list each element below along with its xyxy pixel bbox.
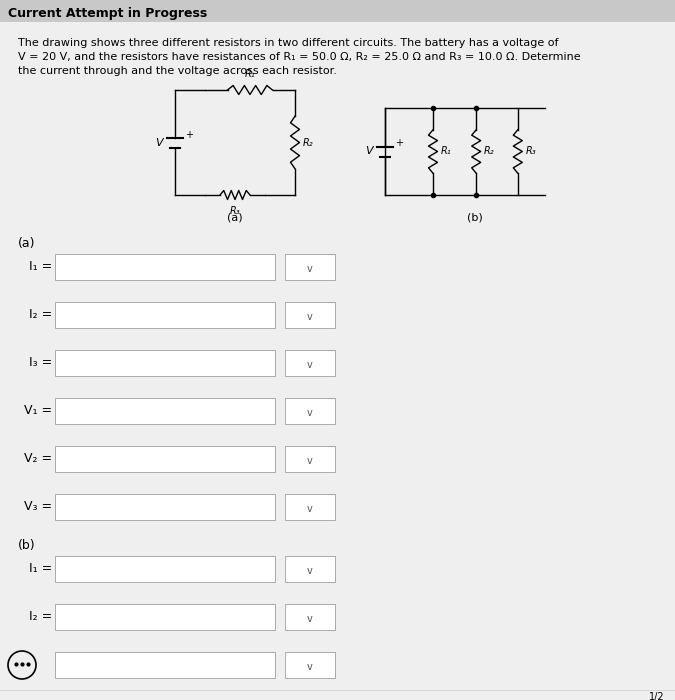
- Text: V₂ =: V₂ =: [24, 452, 52, 466]
- Text: 1/2: 1/2: [649, 692, 665, 700]
- Text: R₂: R₂: [484, 146, 495, 157]
- Bar: [285, 652, 335, 678]
- Text: V: V: [155, 137, 163, 148]
- Text: the current through and the voltage across each resistor.: the current through and the voltage acro…: [18, 66, 337, 76]
- Bar: [55, 398, 275, 424]
- Text: V = 20 V, and the resistors have resistances of R₁ = 50.0 Ω, R₂ = 25.0 Ω and R₃ : V = 20 V, and the resistors have resista…: [18, 52, 580, 62]
- Text: v: v: [307, 264, 313, 274]
- Text: I₁ =: I₁ =: [29, 260, 52, 274]
- Text: V₃ =: V₃ =: [24, 500, 52, 514]
- Text: I₂ =: I₂ =: [29, 309, 52, 321]
- Bar: [55, 494, 275, 520]
- Text: I₁ =: I₁ =: [29, 563, 52, 575]
- Text: v: v: [307, 566, 313, 576]
- Text: The drawing shows three different resistors in two different circuits. The batte: The drawing shows three different resist…: [18, 38, 558, 48]
- Text: v: v: [307, 614, 313, 624]
- Bar: [55, 302, 275, 328]
- Text: +: +: [185, 130, 193, 139]
- Text: R₂: R₂: [303, 137, 314, 148]
- Bar: [285, 494, 335, 520]
- Text: v: v: [307, 312, 313, 322]
- Text: (b): (b): [467, 213, 483, 223]
- Text: R₁: R₁: [441, 146, 452, 157]
- Text: (b): (b): [18, 539, 36, 552]
- Text: v: v: [307, 504, 313, 514]
- Text: Current Attempt in Progress: Current Attempt in Progress: [8, 6, 207, 20]
- Text: R₃: R₃: [526, 146, 537, 157]
- Text: v: v: [307, 456, 313, 466]
- Bar: [55, 652, 275, 678]
- Text: V₁ =: V₁ =: [24, 405, 52, 417]
- Bar: [0, 0, 675, 22]
- Bar: [55, 556, 275, 582]
- Bar: [55, 604, 275, 630]
- Bar: [285, 446, 335, 472]
- Text: v: v: [307, 408, 313, 418]
- Bar: [55, 254, 275, 280]
- Bar: [285, 302, 335, 328]
- Text: I₂ =: I₂ =: [29, 610, 52, 624]
- Bar: [285, 604, 335, 630]
- Text: I₃ =: I₃ =: [29, 356, 52, 370]
- Text: +: +: [395, 139, 403, 148]
- Text: v: v: [307, 662, 313, 672]
- Bar: [285, 350, 335, 376]
- Text: (a): (a): [227, 213, 243, 223]
- Bar: [285, 556, 335, 582]
- Text: R₃: R₃: [230, 206, 240, 216]
- Text: (a): (a): [18, 237, 36, 250]
- Bar: [55, 446, 275, 472]
- Text: v: v: [307, 360, 313, 370]
- Bar: [55, 350, 275, 376]
- Bar: [285, 254, 335, 280]
- Text: V: V: [365, 146, 373, 157]
- Text: R₁: R₁: [244, 69, 255, 79]
- Bar: [285, 398, 335, 424]
